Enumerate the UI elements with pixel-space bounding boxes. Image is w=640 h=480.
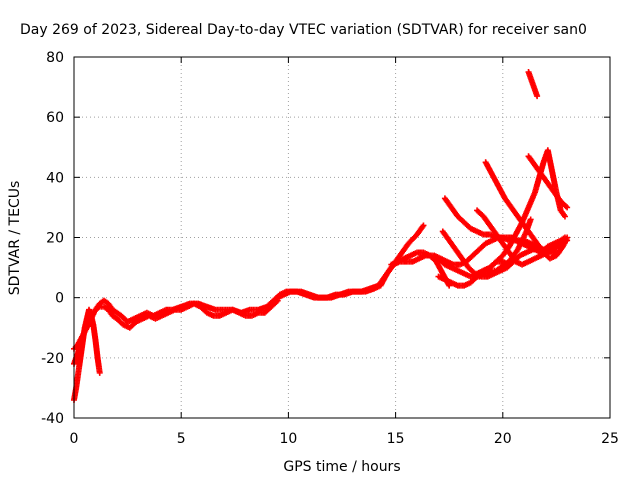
grid-lines xyxy=(74,57,610,418)
series-arc-11 xyxy=(482,159,571,262)
x-tick-label: 25 xyxy=(601,431,619,447)
plot-frame xyxy=(73,56,611,419)
data-point xyxy=(564,204,571,211)
tick-labels: 0 5 10 15 20 25 -40 -20 0 20 40 60 80 xyxy=(41,50,619,447)
x-tick-label: 15 xyxy=(387,431,405,447)
x-tick-label: 5 xyxy=(177,431,186,447)
data-point xyxy=(534,93,541,100)
x-tick-label: 10 xyxy=(279,431,297,447)
series-arc-13 xyxy=(471,216,534,280)
series-arc-12 xyxy=(525,153,571,211)
y-tick-label: 40 xyxy=(46,170,64,186)
y-tick-label: -40 xyxy=(41,411,64,427)
data-point xyxy=(561,213,568,220)
chart-title: Day 269 of 2023, Sidereal Day-to-day VTE… xyxy=(20,22,587,38)
data-point xyxy=(96,369,103,376)
x-tick-label: 0 xyxy=(70,431,79,447)
y-axis-label: SDTVAR / TECUs xyxy=(7,181,23,296)
y-tick-label: 60 xyxy=(46,110,64,126)
data-point xyxy=(527,216,534,223)
series-arc-05 xyxy=(388,249,453,289)
x-tick-label: 20 xyxy=(494,431,512,447)
y-tick-label: -20 xyxy=(41,351,64,367)
x-axis-label: GPS time / hours xyxy=(283,459,400,475)
series-arc-09 xyxy=(435,258,513,289)
y-tick-label: 80 xyxy=(46,50,64,66)
data-points xyxy=(71,69,571,403)
data-point xyxy=(420,222,427,229)
data-point xyxy=(564,234,571,241)
series-arc-14 xyxy=(525,69,541,100)
series-arc-03 xyxy=(71,297,281,367)
y-tick-label: 20 xyxy=(46,231,64,247)
y-tick-label: 0 xyxy=(55,291,64,307)
